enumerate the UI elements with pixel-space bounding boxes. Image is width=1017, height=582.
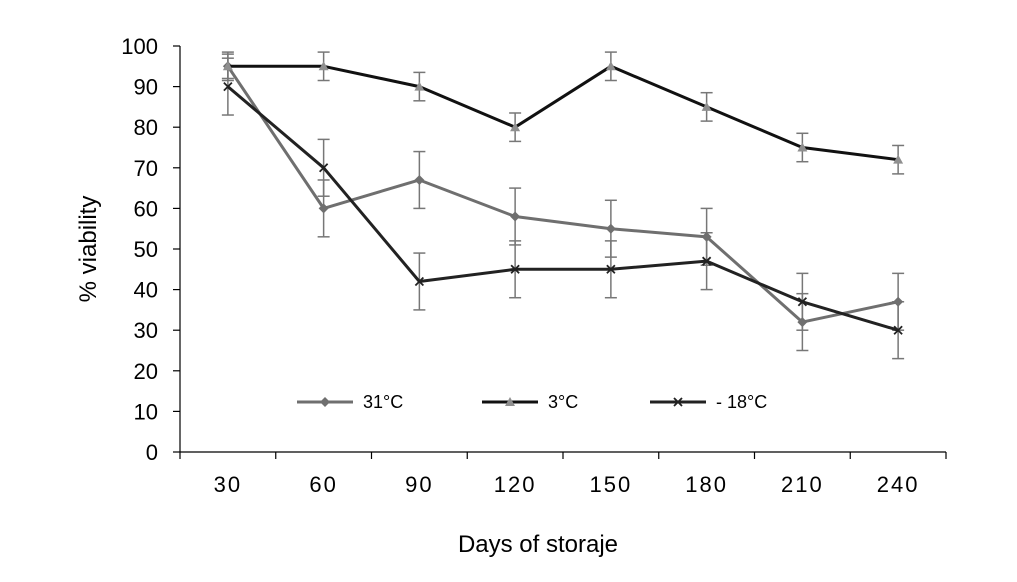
y-tick-label: 0 (146, 440, 158, 465)
series-line (227, 64, 899, 162)
data-point (414, 276, 425, 287)
data-point (510, 122, 521, 132)
data-point (318, 203, 329, 214)
y-tick-label: 50 (134, 237, 158, 262)
data-point (222, 61, 233, 71)
series-layer (221, 51, 905, 360)
y-tick-label: 100 (121, 34, 158, 59)
x-tick-label: 90 (405, 472, 433, 497)
x-tick-label: 30 (214, 472, 242, 497)
data-point (318, 61, 329, 71)
y-tick-labels: 0 10 20 30 40 50 60 70 80 90 100 (121, 34, 158, 465)
legend-entry: 3°C (482, 392, 578, 412)
data-point (893, 325, 903, 335)
data-point (223, 81, 233, 92)
legend-marker (673, 397, 683, 407)
y-tick-label: 90 (134, 75, 158, 100)
y-tick-label: 40 (134, 278, 158, 303)
data-point (414, 174, 425, 185)
y-tick-label: 60 (134, 196, 158, 221)
data-point (318, 163, 329, 173)
data-point (701, 101, 712, 111)
series-2 (223, 81, 903, 335)
x-tick-label: 210 (781, 472, 824, 497)
legend-label: - 18°C (716, 392, 767, 412)
x-tick-labels: 30 60 90 120 150 180 210 240 (214, 472, 920, 497)
y-tick-label: 80 (134, 115, 158, 140)
legend-entry: - 18°C (650, 392, 767, 412)
legend-entry: 31°C (297, 392, 403, 412)
x-tick-label: 180 (685, 472, 728, 497)
data-point (606, 264, 616, 274)
series-line (226, 85, 899, 332)
y-tick-label: 10 (134, 399, 158, 424)
data-point (797, 297, 808, 307)
data-point (605, 223, 616, 234)
legend-label: 31°C (363, 392, 403, 412)
y-tick-label: 20 (134, 359, 158, 384)
series-0 (222, 61, 904, 328)
legend-label: 3°C (548, 392, 578, 412)
data-point (893, 154, 904, 164)
chart-axes (173, 45, 947, 459)
legend-marker (505, 397, 515, 406)
legend-marker (320, 397, 330, 407)
x-tick-label: 240 (877, 472, 920, 497)
series-line (226, 65, 899, 324)
x-tick-label: 150 (590, 472, 633, 497)
y-tick-label: 70 (134, 156, 158, 181)
x-axis-title: Days of storaje (458, 531, 618, 558)
legend: 31°C 3°C - 18°C (297, 392, 767, 412)
y-axis-title: % viability (75, 196, 102, 303)
data-point (797, 317, 808, 328)
x-tick-label: 120 (494, 472, 537, 497)
data-point (797, 142, 808, 152)
series-1 (222, 61, 904, 164)
data-point (605, 61, 616, 71)
data-point (701, 231, 712, 242)
data-point (701, 256, 712, 266)
y-tick-label: 30 (134, 318, 158, 343)
data-point (893, 296, 904, 307)
x-tick-label: 60 (309, 472, 337, 497)
data-point (414, 81, 425, 91)
data-point (510, 264, 520, 274)
data-point (510, 211, 521, 222)
